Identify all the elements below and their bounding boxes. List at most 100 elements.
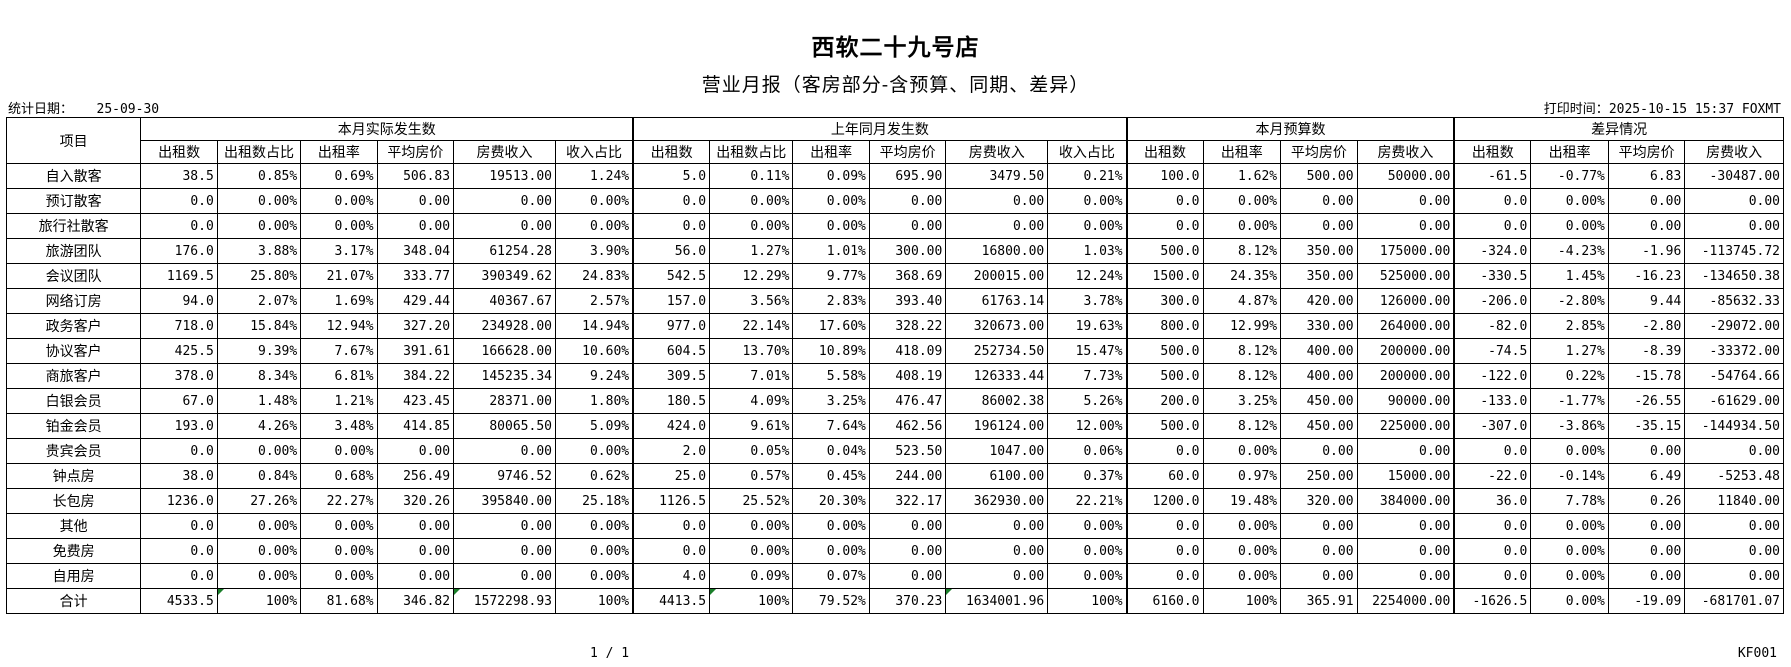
cell-value: 320.00 <box>1306 493 1354 509</box>
table-cell: 67.0 <box>140 388 218 414</box>
cell-value: 0.06% <box>1083 443 1123 459</box>
cell-value: 0.00% <box>334 193 374 209</box>
table-cell: -2.80 <box>1607 313 1686 339</box>
table-cell: 12.24% <box>1047 263 1128 289</box>
table-cell: -133.0 <box>1453 388 1532 414</box>
table-cell: 0.00 <box>945 188 1049 214</box>
table-cell: 0.00 <box>1607 513 1686 539</box>
table-cell: 61254.28 <box>453 238 556 264</box>
table-cell: 300.0 <box>1126 288 1204 314</box>
cell-value: 0.00% <box>334 218 374 234</box>
table-cell: 256.49 <box>376 463 455 489</box>
table-cell: 0.00 <box>1607 438 1686 464</box>
table-cell: 252734.50 <box>945 338 1049 364</box>
cell-value: 0.00 <box>911 218 943 234</box>
cell-value: 320673.00 <box>973 318 1045 334</box>
table-cell: 320673.00 <box>945 313 1049 339</box>
cell-value: 0.09% <box>750 568 790 584</box>
cell-value: 196124.00 <box>973 418 1045 434</box>
table-cell: 200000.00 <box>1356 363 1456 389</box>
cell-value: 25.18% <box>582 493 630 509</box>
cell-value: -1.77% <box>1557 393 1605 409</box>
table-cell: -26.55 <box>1607 388 1686 414</box>
cell-value: 200015.00 <box>973 268 1045 284</box>
cell-value: 0.00 <box>418 193 451 209</box>
cell-value: 100% <box>758 593 790 609</box>
cell-value: 0.00% <box>589 543 630 559</box>
table-cell: 0.00 <box>868 213 947 239</box>
table-cell: 0.11% <box>709 163 794 189</box>
row-label: 旅游团队 <box>5 238 142 264</box>
report-title: 西软二十九号店 <box>811 34 980 61</box>
table-cell: 0.00 <box>453 538 556 564</box>
table-cell: 476.47 <box>868 388 947 414</box>
cell-value: 348.04 <box>403 243 451 259</box>
table-cell: 0.00% <box>709 188 794 214</box>
table-cell: 0.00% <box>709 538 794 564</box>
cell-value: 0.00% <box>750 218 790 234</box>
cell-value: 0.00% <box>1565 543 1605 559</box>
table-cell: 7.78% <box>1530 488 1609 514</box>
table-cell: -0.77% <box>1530 163 1609 189</box>
table-cell: 0.00% <box>1530 513 1609 539</box>
cell-value: 0.00 <box>911 193 943 209</box>
table-cell: 384.22 <box>376 363 455 389</box>
cell-value: 0.04% <box>826 443 866 459</box>
cell-value: 0.00% <box>589 568 630 584</box>
table-cell: 0.00% <box>216 213 302 239</box>
stat-date-label: 统计日期： <box>8 102 74 117</box>
table-cell: 0.00% <box>300 438 378 464</box>
table-cell: 25.80% <box>216 263 302 289</box>
cell-value: 86002.38 <box>981 393 1045 409</box>
row-label: 商旅客户 <box>5 363 142 389</box>
table-cell: 0.00% <box>1202 513 1282 539</box>
table-cell: 0.00 <box>1356 213 1456 239</box>
table-cell: 100% <box>216 588 302 614</box>
table-cell: 4.87% <box>1202 288 1282 314</box>
table-cell: 166628.00 <box>453 338 556 364</box>
table-cell: 0.00 <box>1356 563 1456 589</box>
cell-value: 0.0 <box>1503 218 1528 234</box>
cell-value: 0.00 <box>1650 443 1682 459</box>
group-header-budget: 本月预算数 <box>1126 117 1456 141</box>
cell-value: 0.00 <box>1419 543 1451 559</box>
cell-value: 330.00 <box>1306 318 1354 334</box>
table-cell: 7.73% <box>1047 363 1128 389</box>
table-cell: 1.45% <box>1530 263 1609 289</box>
cell-value: 2.0 <box>682 443 707 459</box>
cell-value: -324.0 <box>1480 243 1528 259</box>
table-cell: 0.0 <box>1453 538 1532 564</box>
table-cell: 0.00 <box>453 213 556 239</box>
cell-value: -133.0 <box>1480 393 1528 409</box>
table-cell: 0.00% <box>554 538 635 564</box>
table-cell: 8.12% <box>1202 363 1282 389</box>
cell-value: 1.45% <box>1565 268 1605 284</box>
table-cell: 200015.00 <box>945 263 1049 289</box>
table-cell: 0.00 <box>1607 563 1686 589</box>
cell-value: 5.0 <box>682 168 707 184</box>
table-cell: 0.00 <box>453 188 556 214</box>
cell-value: 506.83 <box>403 168 451 184</box>
table-cell: 1200.0 <box>1126 488 1204 514</box>
cell-value: 2254000.00 <box>1372 593 1451 609</box>
cell-value: 350.00 <box>1306 243 1354 259</box>
table-cell: 424.0 <box>632 413 711 439</box>
cell-value: 6.81% <box>334 368 374 384</box>
table-cell: 525000.00 <box>1356 263 1456 289</box>
table-cell: 500.0 <box>1126 238 1204 264</box>
table-cell: -8.39 <box>1607 338 1686 364</box>
table-cell: -19.09 <box>1607 588 1686 614</box>
table-cell: 400.00 <box>1280 338 1358 364</box>
table-cell: 0.00% <box>216 563 302 589</box>
table-cell: 157.0 <box>632 288 711 314</box>
cell-value: 15000.00 <box>1387 468 1451 484</box>
cell-value: 80065.50 <box>489 418 552 434</box>
table-cell: -5253.48 <box>1684 463 1784 489</box>
cell-value: 16800.00 <box>981 243 1045 259</box>
cell-value: 0.0 <box>1503 443 1528 459</box>
cell-value: 28371.00 <box>489 393 552 409</box>
table-cell: 11840.00 <box>1684 488 1784 514</box>
table-cell: 0.00% <box>554 563 635 589</box>
table-cell: -4.23% <box>1530 238 1609 264</box>
table-cell: 5.09% <box>554 413 635 439</box>
